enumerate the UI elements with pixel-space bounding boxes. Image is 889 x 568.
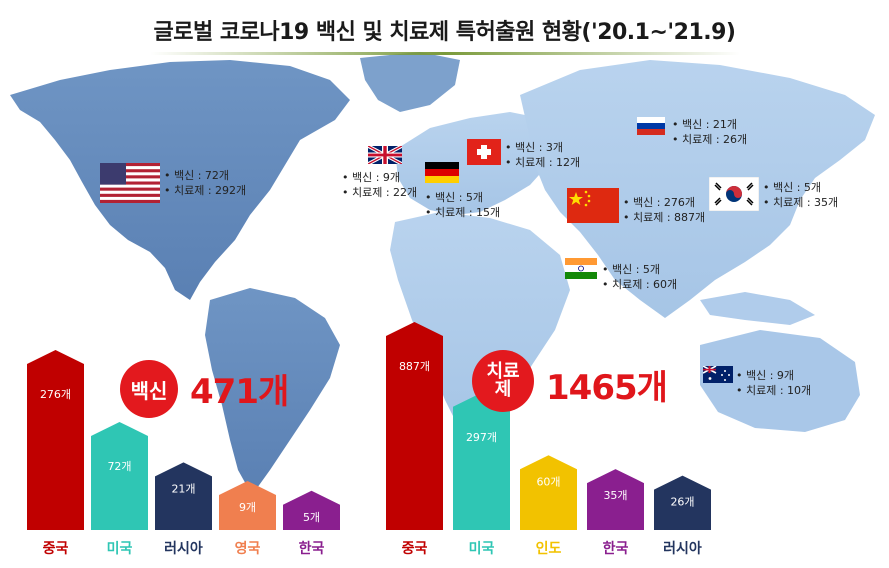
asia-shape — [520, 60, 875, 318]
annotation-ru: • 백신 : 21개 • 치료제 : 26개 — [672, 117, 747, 147]
bar-value-label: 26개 — [670, 496, 694, 509]
category-label: 러시아 — [663, 540, 702, 557]
annotation-treatment: • 치료제 : 22개 — [342, 186, 418, 199]
annotation-au: • 백신 : 9개 • 치료제 : 10개 — [736, 368, 811, 398]
category-label: 미국 — [469, 541, 495, 557]
bar-value-label: 9개 — [239, 501, 256, 514]
chart-bar — [283, 490, 340, 530]
chart-bar — [386, 322, 443, 530]
bar-value-label: 72개 — [107, 460, 131, 473]
chart-bar — [155, 462, 212, 530]
annotation-ch: • 백신 : 3개 • 치료제 : 12개 — [505, 140, 580, 170]
south-america-shape — [205, 288, 340, 495]
treatment-badge-line1: 치료 — [486, 361, 520, 382]
annotation-vaccine: • 백신 : 276개 — [623, 196, 696, 209]
chart-bar — [91, 421, 148, 530]
india-flag-icon — [565, 258, 597, 279]
annotation-vaccine: • 백신 : 3개 — [505, 141, 564, 154]
annotation-treatment: • 치료제 : 26개 — [672, 133, 748, 146]
annotation-vaccine: • 백신 : 21개 — [672, 118, 738, 131]
category-label: 러시아 — [164, 540, 203, 557]
annotation-vaccine: • 백신 : 9개 — [736, 369, 795, 382]
annotation-kr: • 백신 : 5개 • 치료제 : 35개 — [763, 180, 838, 210]
bar-value-label: 35개 — [603, 489, 627, 502]
bar-value-label: 276개 — [40, 388, 71, 401]
annotation-us: • 백신 : 72개 • 치료제 : 292개 — [164, 168, 246, 198]
korea-flag-icon — [709, 177, 759, 211]
china-flag-icon — [567, 188, 619, 223]
annotation-treatment: • 치료제 : 887개 — [623, 211, 706, 224]
annotation-treatment: • 치료제 : 60개 — [602, 278, 678, 291]
north-america-shape — [10, 60, 350, 300]
category-label: 인도 — [536, 540, 562, 557]
chart-bar — [27, 350, 84, 530]
annotation-vaccine: • 백신 : 9개 — [342, 171, 401, 184]
annotation-treatment: • 치료제 : 10개 — [736, 384, 812, 397]
category-label: 한국 — [603, 541, 629, 557]
annotation-vaccine: • 백신 : 5개 — [763, 181, 822, 194]
islands-shape — [700, 292, 815, 325]
australia-flag-icon — [703, 366, 733, 383]
chart-bar — [453, 392, 510, 530]
annotation-treatment: • 치료제 : 292개 — [164, 184, 247, 197]
bar-value-label: 297개 — [466, 431, 497, 444]
bar-value-label: 21개 — [171, 482, 195, 495]
chart-bar — [520, 455, 577, 530]
category-label: 중국 — [402, 541, 428, 557]
chart-bar — [654, 475, 711, 530]
annotation-vaccine: • 백신 : 5개 — [602, 263, 661, 276]
annotation-treatment: • 치료제 : 12개 — [505, 156, 581, 169]
annotation-treatment: • 치료제 : 35개 — [763, 196, 839, 209]
chart-bar — [587, 469, 644, 530]
bar-value-label: 5개 — [303, 511, 320, 524]
bar-value-label: 887개 — [399, 360, 430, 373]
annotation-treatment: • 치료제 : 15개 — [425, 206, 501, 219]
treatment-total: 1465개 — [546, 368, 668, 408]
treatment-badge-line2: 제 — [494, 379, 512, 400]
uk-flag-icon — [368, 146, 402, 164]
vaccine-badge: 백신 — [120, 360, 178, 418]
greenland-shape — [360, 52, 460, 112]
annotation-uk: • 백신 : 9개 • 치료제 : 22개 — [342, 170, 417, 200]
annotation-vaccine: • 백신 : 5개 — [425, 191, 484, 204]
africa-shape — [390, 212, 570, 430]
germany-flag-icon — [425, 162, 459, 183]
vaccine-total: 471개 — [190, 372, 289, 412]
annotation-vaccine: • 백신 : 72개 — [164, 169, 230, 182]
treatment-badge: 치료 제 — [472, 350, 534, 412]
usa-flag-icon — [100, 163, 160, 203]
category-label: 중국 — [43, 541, 69, 557]
annotation-de: • 백신 : 5개 • 치료제 : 15개 — [425, 190, 500, 220]
switzerland-flag-icon — [467, 139, 501, 165]
page-title: 글로벌 코로나19 백신 및 치료제 특허출원 현황('20.1~'21.9) — [153, 20, 736, 45]
annotation-cn: • 백신 : 276개 • 치료제 : 887개 — [623, 195, 705, 225]
annotation-in: • 백신 : 5개 • 치료제 : 60개 — [602, 262, 677, 292]
category-label: 미국 — [107, 541, 133, 557]
australia-shape — [700, 330, 860, 432]
chart-bar — [219, 480, 276, 530]
vaccine-badge-label: 백신 — [130, 378, 168, 403]
category-label: 한국 — [299, 541, 325, 557]
category-label: 영국 — [235, 540, 261, 557]
title-underline — [150, 52, 740, 55]
bar-value-label: 60개 — [536, 475, 560, 488]
russia-flag-icon — [637, 117, 665, 135]
